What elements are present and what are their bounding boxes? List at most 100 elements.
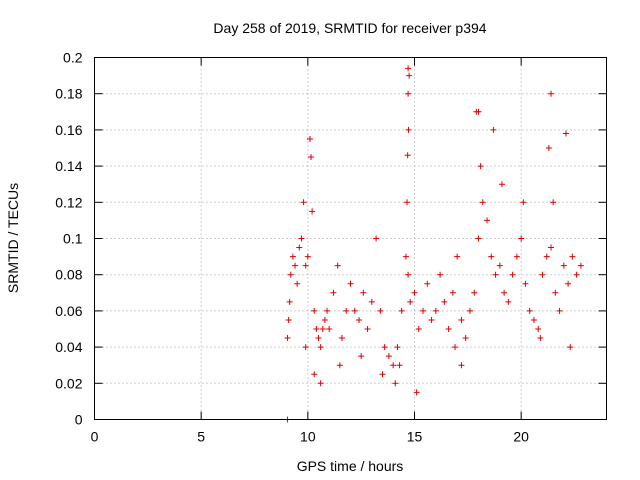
data-point — [573, 271, 580, 278]
data-point — [411, 289, 418, 296]
data-point — [509, 271, 516, 278]
data-point — [454, 253, 461, 260]
data-point — [567, 344, 574, 351]
data-point — [392, 380, 399, 387]
data-point — [548, 244, 555, 251]
data-point — [292, 262, 299, 269]
data-point — [413, 389, 420, 396]
data-point — [420, 307, 427, 314]
data-point — [562, 130, 569, 137]
data-point — [556, 307, 563, 314]
data-point — [347, 280, 354, 287]
y-tick-label: 0.08 — [55, 267, 82, 283]
data-point — [315, 335, 322, 342]
data-point — [424, 280, 431, 287]
data-point — [535, 326, 542, 332]
data-point — [405, 126, 412, 133]
data-point — [289, 253, 296, 260]
data-point — [405, 271, 412, 278]
x-tick-label: 15 — [407, 429, 423, 445]
data-point — [330, 289, 337, 296]
data-point — [326, 326, 333, 332]
data-point — [569, 253, 576, 260]
data-point — [360, 289, 367, 296]
data-point — [490, 126, 497, 133]
data-point — [539, 271, 546, 278]
data-point — [343, 307, 350, 314]
data-point — [522, 280, 529, 287]
data-point — [437, 271, 444, 278]
data-point — [364, 326, 371, 332]
data-point — [458, 362, 465, 369]
data-point — [484, 217, 491, 224]
data-point — [319, 326, 326, 332]
y-tick-label: 0.12 — [55, 194, 82, 210]
data-point — [377, 307, 384, 314]
data-point — [302, 344, 309, 351]
plot-frame — [94, 57, 607, 420]
data-point — [560, 262, 567, 269]
y-tick-label: 0.16 — [55, 122, 82, 138]
data-point — [552, 289, 559, 296]
data-point — [285, 316, 292, 323]
data-points — [284, 65, 584, 423]
x-tick-label: 5 — [197, 429, 205, 445]
data-point — [311, 371, 318, 378]
data-point — [471, 289, 478, 296]
data-point — [404, 199, 411, 206]
data-point — [537, 335, 544, 342]
data-point — [405, 90, 412, 97]
data-point — [496, 262, 503, 269]
data-point — [492, 271, 499, 278]
data-point — [294, 280, 301, 287]
data-point — [477, 163, 484, 170]
data-point — [449, 289, 456, 296]
data-point — [336, 362, 343, 369]
data-point — [394, 344, 401, 351]
data-point — [317, 380, 324, 387]
data-point — [385, 353, 392, 360]
x-tick-label: 10 — [300, 429, 316, 445]
x-tick-label: 20 — [513, 429, 529, 445]
y-tick-label: 0.02 — [55, 375, 82, 391]
data-point — [475, 108, 482, 115]
gridlines — [94, 57, 607, 420]
data-point — [358, 353, 365, 360]
chart-title: Day 258 of 2019, SRMTID for receiver p39… — [213, 20, 486, 36]
y-tick-label: 0 — [75, 412, 83, 428]
data-point — [379, 371, 386, 378]
data-point — [306, 135, 313, 142]
data-point — [445, 326, 452, 332]
data-point — [296, 244, 303, 251]
y-tick-label: 0.1 — [63, 231, 83, 247]
x-tick-label: 0 — [91, 429, 99, 445]
data-point — [334, 262, 341, 269]
data-point — [311, 307, 318, 314]
data-point — [462, 335, 469, 342]
data-point — [488, 253, 495, 260]
data-point — [550, 199, 557, 206]
y-tick-label: 0.2 — [63, 50, 83, 66]
data-point — [513, 253, 520, 260]
data-point — [405, 65, 412, 72]
x-axis-title: GPS time / hours — [297, 458, 404, 474]
data-point — [402, 253, 409, 260]
data-point — [526, 307, 533, 314]
data-point — [428, 316, 435, 323]
data-point — [317, 344, 324, 351]
data-point — [545, 145, 552, 151]
data-point — [396, 362, 403, 369]
data-point — [432, 307, 439, 314]
data-point — [452, 344, 459, 351]
data-point — [373, 235, 380, 242]
data-point — [530, 316, 537, 323]
data-point — [313, 326, 320, 332]
data-point — [338, 335, 345, 342]
data-point — [415, 326, 422, 332]
data-point — [351, 307, 358, 314]
data-point — [498, 181, 505, 188]
y-tick-label: 0.04 — [55, 339, 82, 355]
data-point — [300, 199, 307, 206]
data-point — [520, 199, 527, 206]
